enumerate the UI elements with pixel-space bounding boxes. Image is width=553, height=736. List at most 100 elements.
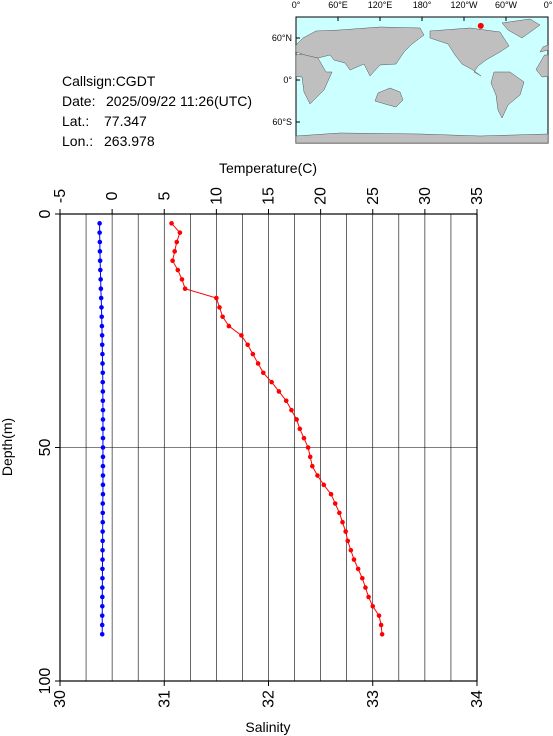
x-tick-label: 30	[52, 690, 69, 708]
map-x-tick-label: 180°	[413, 0, 432, 10]
date: 2025/09/22 11:26(UTC)	[106, 93, 252, 109]
profile-point	[98, 277, 103, 282]
profile-point	[97, 249, 103, 254]
profile-point	[307, 454, 313, 460]
profile-point	[355, 566, 361, 572]
x2-tick-label: 25	[365, 187, 382, 205]
profile-point	[97, 230, 102, 235]
profile-point	[297, 426, 303, 432]
profile-point	[179, 277, 185, 282]
x-tick-label: 32	[261, 690, 278, 708]
map-y-tick-label: 60°N	[272, 33, 292, 43]
profile-point	[100, 463, 106, 469]
profile-point	[276, 389, 282, 394]
profile-point	[100, 473, 106, 478]
profile-point	[177, 230, 183, 235]
profile-point	[100, 575, 105, 581]
profile-point	[100, 435, 106, 441]
profile-point	[328, 491, 334, 497]
profile-point	[245, 342, 250, 348]
map: 0° 60°E 120°E 180° 120°W 60°W 0° 60°N 0° 60°S	[272, 0, 553, 144]
profile-point	[378, 622, 384, 628]
map-y-tick-label: 0°	[283, 75, 292, 85]
profile-point	[351, 557, 357, 562]
x-tick-label: 31	[156, 690, 173, 708]
profile-point	[97, 221, 102, 226]
map-x-tick-label: 60°E	[328, 0, 348, 10]
profile-point	[363, 585, 368, 590]
antarctica	[295, 132, 549, 144]
profile-point	[321, 482, 327, 488]
profile-point	[170, 258, 175, 264]
profile-point	[98, 295, 104, 301]
profile-point	[260, 370, 266, 376]
x2-tick-label: 35	[469, 187, 486, 205]
profile-point	[345, 538, 351, 544]
profile-point	[360, 575, 365, 581]
profile-point	[294, 417, 299, 422]
profile-point	[343, 529, 348, 534]
x2-tick-label: 15	[261, 187, 278, 205]
profile-point	[376, 613, 382, 618]
profile-point	[226, 323, 232, 329]
profile-point	[239, 333, 244, 338]
y-tick-label: 100	[37, 668, 54, 695]
profile-point	[182, 286, 188, 292]
y-axis-label: Depth(m)	[0, 418, 15, 476]
south-america	[490, 71, 525, 119]
profile-point	[175, 267, 181, 273]
profile-point	[309, 463, 315, 469]
y-tick-label: 0	[37, 209, 54, 218]
eurasia	[295, 26, 425, 77]
map-x-tick-label: 0°	[544, 0, 553, 10]
profile-point	[301, 435, 307, 441]
profile-point	[250, 351, 256, 357]
x-tick-label: 33	[365, 690, 382, 708]
profile-point	[99, 333, 105, 338]
profile-point	[100, 538, 105, 544]
profile-point	[217, 305, 222, 310]
station-marker	[477, 22, 484, 29]
x2-tick-label: 10	[208, 187, 225, 205]
x2-tick-label: 0	[104, 191, 121, 200]
profile-point	[99, 314, 104, 320]
profile-point	[100, 519, 106, 525]
profile-point	[269, 379, 274, 385]
profile-point	[100, 370, 106, 376]
date-label: Date:	[62, 93, 95, 109]
profile-point	[99, 622, 105, 628]
profile-point	[174, 239, 180, 245]
x-tick-label: 34	[469, 690, 486, 708]
x2-tick-label: 30	[417, 187, 434, 205]
map-x-tick-label: 60°W	[495, 0, 518, 10]
profile-point	[100, 566, 105, 572]
x2-axis-label: Temperature(C)	[219, 160, 317, 176]
lat-label: Lat.:	[62, 113, 89, 129]
map-x-tick-label: 120°E	[368, 0, 393, 10]
profile-point	[100, 557, 105, 562]
x2-tick-label: 20	[313, 187, 330, 205]
profile-point	[379, 632, 385, 637]
profile-point	[99, 342, 105, 348]
profile-line	[171, 223, 383, 635]
profile-point	[98, 267, 103, 273]
profile-point	[100, 445, 106, 450]
profile-point	[100, 501, 106, 506]
land	[295, 18, 549, 144]
callsign: Callsign:CGDT	[62, 73, 156, 89]
map-x-tick-label: 120°W	[450, 0, 478, 10]
profile-point	[289, 407, 294, 413]
profile-point	[99, 613, 105, 618]
profile-point	[332, 501, 338, 506]
profile-point	[100, 603, 105, 609]
x-axis-label: Salinity	[245, 719, 290, 735]
x2-tick-label: 5	[156, 191, 173, 200]
profile-point	[99, 323, 105, 329]
africa-west	[535, 54, 549, 78]
x2-tick-label: -5	[52, 189, 69, 203]
profile-point	[100, 426, 106, 432]
map-y-tick-label: 60°S	[272, 117, 292, 127]
profile-point	[97, 239, 103, 245]
